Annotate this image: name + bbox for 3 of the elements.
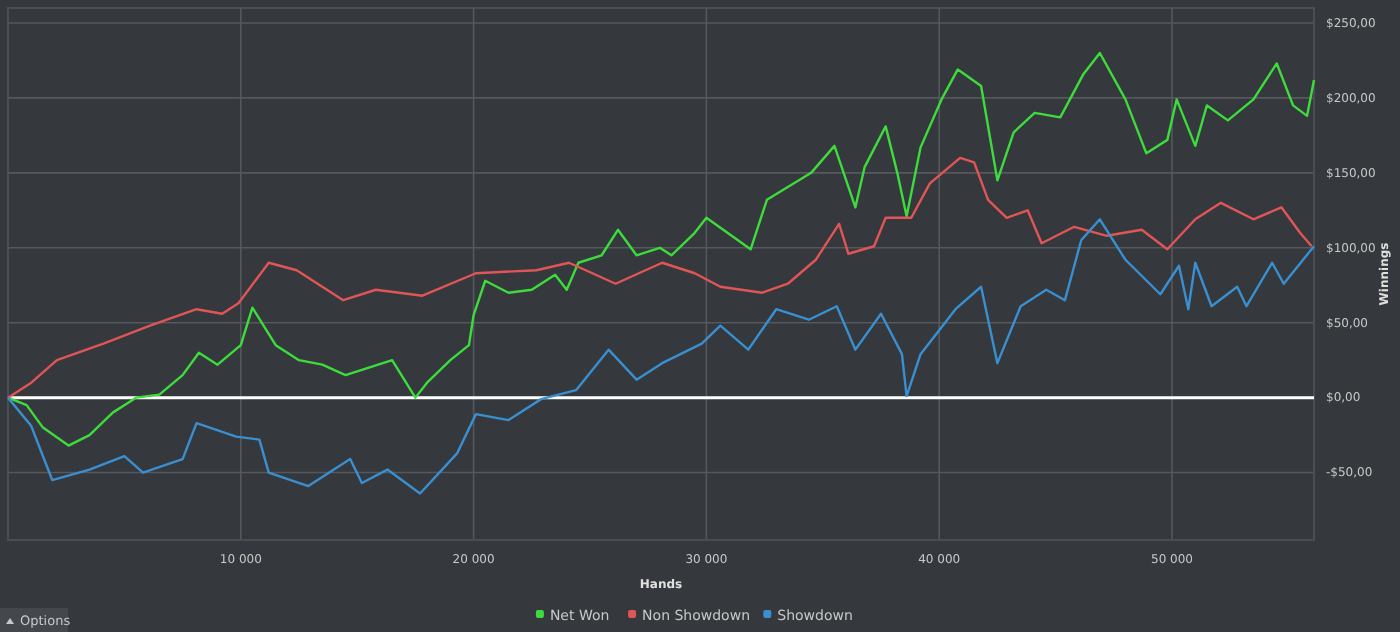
line-series [6, 51, 1316, 447]
line-series [6, 156, 1313, 399]
line-series [6, 218, 1316, 495]
